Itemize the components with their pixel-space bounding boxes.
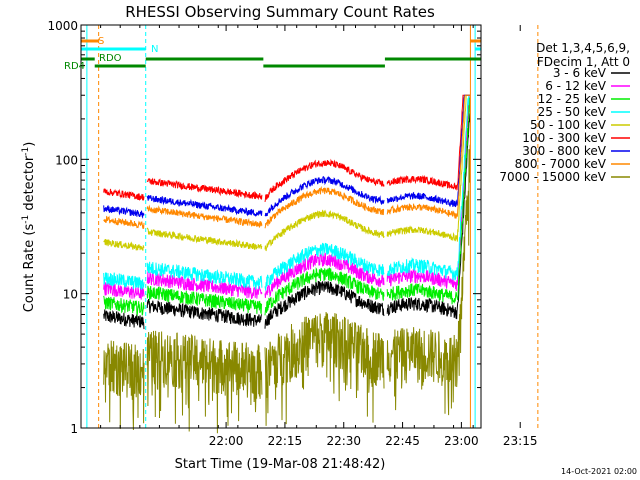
rdo-flag-label: RDO: [99, 53, 122, 64]
legend-header-line: FDecim 1, Att 0: [537, 55, 630, 69]
legend-entry: 800 - 7000 keV: [515, 157, 607, 171]
legend-header-line: Det 1,3,4,5,6,9,: [536, 41, 630, 55]
legend-entry: 6 - 12 keV: [545, 79, 607, 93]
legend: Det 1,3,4,5,6,9, FDecim 1, Att 0 3 - 6 k…: [499, 41, 630, 184]
plot-frame: [80, 24, 482, 429]
series-group: [103, 94, 471, 219]
legend-entry: 25 - 50 keV: [538, 105, 607, 119]
legend-entry: 7000 - 15000 keV: [499, 170, 606, 184]
series-group: [103, 94, 471, 229]
legend-entry: 300 - 800 keV: [522, 144, 606, 158]
x-tick-label: 23:00: [444, 434, 479, 448]
y-axis-label-part: detector: [22, 155, 37, 215]
series-line: [103, 94, 471, 219]
y-tick-label: 10: [63, 288, 78, 302]
y-axis-label: Count Rate (s-1 detector-1): [21, 142, 37, 313]
series-line: [103, 113, 471, 330]
chart-title: RHESSI Observing Summary Count Rates: [125, 3, 435, 21]
plot-area: S N RDO: [81, 25, 539, 434]
series-group: [103, 94, 471, 252]
y-tick-label: 1: [70, 422, 78, 436]
legend-entry: 12 - 25 keV: [538, 92, 607, 106]
series-group: [103, 94, 471, 291]
y-axis-label-part: Count Rate (s: [22, 224, 37, 313]
legend-entry: 100 - 300 keV: [522, 131, 606, 145]
saa-flag-label: S: [98, 36, 104, 47]
series-line: [103, 144, 471, 434]
y-axis-label-sup: -1: [21, 215, 31, 224]
y-axis-label-part: ): [22, 142, 37, 147]
series-group: [103, 113, 471, 330]
legend-entry: 50 - 100 keV: [530, 118, 607, 132]
x-tick-label: 23:15: [503, 434, 538, 448]
y-axis-label-sup: -1: [21, 147, 31, 156]
night-flag-label: N: [151, 44, 158, 55]
legend-entry: 3 - 6 keV: [553, 66, 607, 80]
series-line: [103, 94, 471, 252]
series-group: [103, 144, 471, 434]
y-tick-label: 100: [55, 153, 78, 167]
rd4-flag-label: RD4: [64, 61, 85, 72]
series-group: [103, 94, 471, 202]
y-tick-label: 1000: [47, 19, 78, 33]
timestamp: 14-Oct-2021 02:00: [561, 467, 637, 476]
x-tick-label: 22:30: [326, 434, 361, 448]
series-line: [103, 94, 471, 229]
series-line: [103, 97, 471, 317]
axes: 22:00 22:15 22:30 22:45 23:00 23:15 1 10 100 1000…: [47, 19, 537, 448]
series-line: [103, 94, 471, 291]
series-group: [103, 97, 471, 317]
x-tick-label: 22:45: [385, 434, 420, 448]
series-line: [103, 94, 471, 202]
x-axis-label: Start Time (19-Mar-08 21:48:42): [175, 457, 386, 472]
x-tick-label: 22:15: [268, 434, 303, 448]
x-tick-label: 22:00: [209, 434, 244, 448]
